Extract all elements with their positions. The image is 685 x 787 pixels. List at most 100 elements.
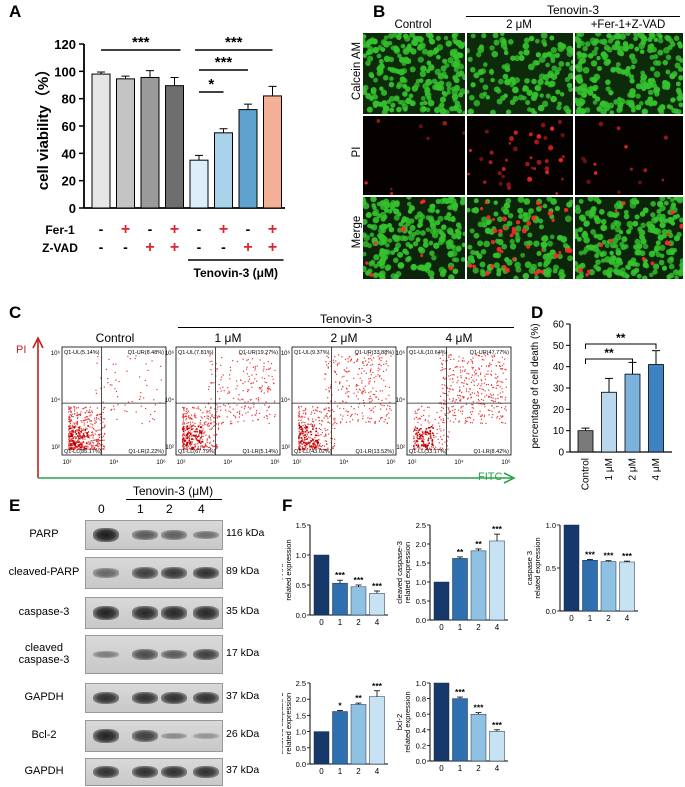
flow-event (255, 398, 257, 400)
flow-event (368, 358, 370, 360)
flow-event (446, 360, 448, 362)
panel-c-y-axis-label: PI (16, 344, 27, 356)
green-cell (606, 46, 613, 53)
panel-letter-e: E (9, 496, 21, 515)
flow-x-tick: 10² (293, 460, 302, 466)
flow-event (104, 406, 106, 409)
flow-event-dense (85, 442, 88, 444)
green-cell (577, 33, 585, 38)
flow-event (417, 443, 419, 445)
flow-event-dense (304, 436, 306, 439)
flow-event (358, 403, 360, 405)
flow-event (444, 400, 446, 402)
flow-event (236, 404, 238, 406)
green-cell (649, 272, 654, 278)
green-cell (452, 37, 458, 44)
blot-strip (85, 635, 223, 674)
flow-event (69, 439, 71, 441)
flow-event (229, 369, 232, 371)
flow-event (202, 445, 204, 448)
green-cell (496, 98, 503, 105)
flow-event (471, 403, 473, 406)
green-cell (451, 233, 458, 240)
flow-event (423, 432, 425, 435)
green-cell (426, 60, 432, 66)
flow-event (449, 398, 451, 400)
flow-event (363, 401, 365, 404)
blot-strip (85, 520, 223, 550)
green-cell (601, 250, 608, 257)
flow-event (485, 394, 488, 396)
flow-event (86, 428, 88, 430)
flow-event (342, 386, 344, 388)
panel-letter-c: C (9, 303, 22, 322)
green-cell (427, 99, 435, 107)
green-cell (536, 250, 542, 257)
flow-event (499, 361, 501, 363)
flow-event (298, 442, 300, 444)
flow-event (71, 439, 73, 441)
flow-event (91, 411, 93, 413)
panel-f-category-label: 0 (439, 764, 444, 773)
flow-event (471, 392, 474, 394)
flow-event (182, 447, 184, 449)
flow-event (195, 443, 197, 445)
flow-event (505, 386, 507, 388)
flow-event-dense (315, 439, 317, 442)
green-cell (626, 220, 634, 228)
panel-a-sign: - (99, 239, 104, 255)
flow-event (98, 444, 100, 446)
green-cell (483, 240, 491, 248)
green-cell (425, 227, 431, 232)
green-cell (575, 204, 581, 210)
green-cell (500, 39, 507, 46)
panel-f-bar (332, 582, 348, 616)
flow-event (151, 360, 153, 362)
flow-event (74, 447, 76, 450)
flow-event (477, 354, 480, 357)
flow-event (298, 406, 300, 408)
flow-event (237, 398, 239, 400)
flow-event-dense (418, 433, 421, 436)
flow-event (213, 445, 215, 448)
green-cell (552, 264, 560, 271)
flow-event (247, 411, 249, 413)
flow-event (371, 363, 374, 366)
flow-event (436, 432, 438, 435)
flow-event (208, 435, 210, 437)
flow-event (478, 413, 480, 415)
green-cell (567, 255, 573, 262)
flow-event (266, 415, 268, 417)
green-cell (566, 50, 573, 57)
flow-event (264, 404, 266, 406)
green-cell (633, 244, 639, 250)
flow-event (462, 366, 464, 368)
flow-event (452, 409, 454, 412)
flow-event (454, 408, 456, 411)
panel-a-bar (116, 78, 135, 209)
red-cell (616, 126, 621, 131)
flow-event (460, 371, 462, 373)
flow-event (195, 417, 197, 419)
flow-event (197, 448, 200, 451)
flow-event (435, 446, 437, 448)
flow-event (89, 443, 92, 445)
flow-event (318, 445, 320, 447)
flow-event (268, 386, 270, 388)
flow-event (223, 404, 225, 406)
flow-event (471, 361, 474, 363)
green-cell (540, 236, 546, 242)
panel-d-sig-bracket (585, 343, 657, 349)
green-cell (619, 270, 625, 277)
flow-event-dense (432, 427, 434, 429)
flow-event-dense (430, 425, 433, 428)
flow-event (76, 424, 78, 426)
flow-event (88, 437, 91, 439)
green-cell (497, 216, 503, 223)
flow-event (129, 358, 131, 360)
panel-b-microscopy: Tenovin-3 Control 2 μM +Fer-1+Z-VAD Calc… (340, 0, 685, 300)
flow-x-tick: 10⁶ (270, 459, 280, 466)
flow-event (413, 445, 415, 447)
red-cell (511, 226, 516, 231)
